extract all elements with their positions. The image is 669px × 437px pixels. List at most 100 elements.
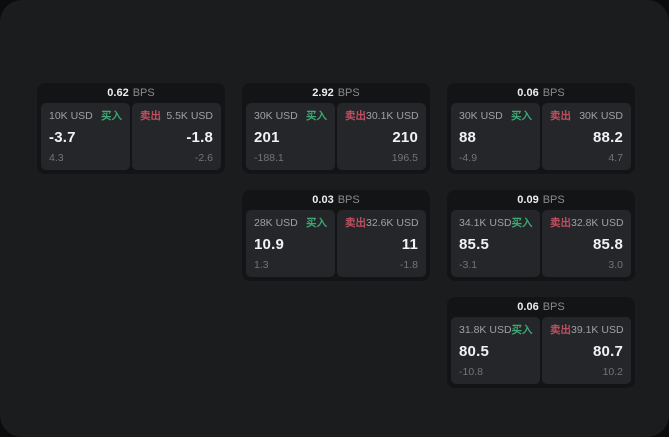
sell-side-label: 卖出 [345,217,366,229]
quotes-grid: 0.62 BPS 10K USD 买入 -3.7 4.3 卖出 5.5K USD [37,83,635,388]
sell-side-label: 卖出 [345,110,366,122]
buy-amount: 30K USD [459,110,503,122]
bps-unit-label: BPS [542,194,565,206]
bps-header: 0.09 BPS [451,190,631,210]
sell-amount: 32.8K USD [571,217,624,229]
bps-header: 0.06 BPS [451,297,631,317]
bps-value: 0.03 [312,194,334,206]
buy-panel[interactable]: 10K USD 买入 -3.7 4.3 [41,103,130,170]
bps-unit-label: BPS [542,301,565,313]
buy-top-row: 34.1K USD 买入 [459,217,533,230]
quote-card: 0.06 BPS 30K USD 买入 88 -4.9 卖出 30K USD [447,83,635,174]
buy-side-label: 买入 [511,324,533,336]
quote-panels: 31.8K USD 买入 80.5 -10.8 卖出 39.1K USD 80.… [451,317,631,384]
buy-side-label: 买入 [511,110,532,122]
bps-header: 2.92 BPS [246,83,426,103]
bps-value: 0.06 [517,301,539,313]
quote-card: 0.62 BPS 10K USD 买入 -3.7 4.3 卖出 5.5K USD [37,83,225,174]
buy-price: 201 [254,129,280,146]
bps-value: 0.62 [107,87,129,99]
buy-amount: 31.8K USD [459,324,512,336]
sell-price: 88.2 [593,129,623,146]
bps-header: 0.03 BPS [246,190,426,210]
bps-unit-label: BPS [542,87,565,99]
buy-top-row: 31.8K USD 买入 [459,324,533,337]
sell-price: 210 [392,129,418,146]
sell-amount: 5.5K USD [166,110,213,122]
sell-amount: 32.6K USD [366,217,419,229]
sell-side-label: 卖出 [140,110,161,122]
buy-amount: 10K USD [49,110,93,122]
sell-change: 3.0 [608,259,623,271]
sell-panel[interactable]: 卖出 5.5K USD -1.8 -2.6 [132,103,221,170]
quote-panels: 34.1K USD 买入 85.5 -3.1 卖出 32.8K USD 85.8… [451,210,631,277]
buy-side-label: 买入 [101,110,122,122]
sell-change: 4.7 [608,152,623,164]
buy-change: 4.3 [49,152,64,164]
buy-price: -3.7 [49,129,76,146]
buy-side-label: 买入 [306,110,327,122]
bps-value: 0.09 [517,194,539,206]
sell-side-label: 卖出 [550,324,571,336]
buy-price: 88 [459,129,477,146]
quote-panels: 10K USD 买入 -3.7 4.3 卖出 5.5K USD -1.8 -2.… [41,103,221,170]
sell-amount: 30K USD [579,110,623,122]
buy-top-row: 10K USD 买入 [49,110,122,123]
buy-panel[interactable]: 30K USD 买入 88 -4.9 [451,103,540,170]
sell-top-row: 卖出 39.1K USD [550,324,624,337]
bps-value: 2.92 [312,87,334,99]
buy-panel[interactable]: 34.1K USD 买入 85.5 -3.1 [451,210,540,277]
sell-amount: 30.1K USD [366,110,419,122]
sell-side-label: 卖出 [550,217,571,229]
bps-header: 0.06 BPS [451,83,631,103]
sell-change: 196.5 [391,152,418,164]
quote-card: 0.06 BPS 31.8K USD 买入 80.5 -10.8 卖出 39.1… [447,297,635,388]
quote-card: 0.03 BPS 28K USD 买入 10.9 1.3 卖出 32.6K US… [242,190,430,281]
buy-top-row: 30K USD 买入 [254,110,327,123]
bps-unit-label: BPS [337,194,360,206]
buy-side-label: 买入 [511,217,533,229]
sell-panel[interactable]: 卖出 32.6K USD 11 -1.8 [337,210,426,277]
buy-top-row: 28K USD 买入 [254,217,327,230]
buy-panel[interactable]: 30K USD 买入 201 -188.1 [246,103,335,170]
buy-amount: 28K USD [254,217,298,229]
quote-card: 0.09 BPS 34.1K USD 买入 85.5 -3.1 卖出 32.8K… [447,190,635,281]
sell-change: 10.2 [602,366,623,378]
sell-top-row: 卖出 5.5K USD [140,110,213,123]
bps-value: 0.06 [517,87,539,99]
sell-panel[interactable]: 卖出 30.1K USD 210 196.5 [337,103,426,170]
buy-price: 10.9 [254,236,284,253]
buy-top-row: 30K USD 买入 [459,110,532,123]
buy-change: -10.8 [459,366,483,378]
sell-top-row: 卖出 30.1K USD [345,110,419,123]
sell-panel[interactable]: 卖出 32.8K USD 85.8 3.0 [542,210,631,277]
buy-change: -188.1 [254,152,284,164]
sell-amount: 39.1K USD [571,324,624,336]
quote-panels: 30K USD 买入 201 -188.1 卖出 30.1K USD 210 1… [246,103,426,170]
sell-price: -1.8 [186,129,213,146]
sell-change: -2.6 [194,152,213,164]
sell-top-row: 卖出 32.6K USD [345,217,419,230]
sell-price: 11 [401,236,418,253]
sell-side-label: 卖出 [550,110,571,122]
bps-unit-label: BPS [337,87,360,99]
buy-price: 85.5 [459,236,489,253]
buy-amount: 34.1K USD [459,217,512,229]
quote-panels: 30K USD 买入 88 -4.9 卖出 30K USD 88.2 4.7 [451,103,631,170]
buy-change: 1.3 [254,259,269,271]
buy-panel[interactable]: 28K USD 买入 10.9 1.3 [246,210,335,277]
bps-unit-label: BPS [132,87,155,99]
sell-panel[interactable]: 卖出 39.1K USD 80.7 10.2 [542,317,631,384]
buy-change: -4.9 [459,152,478,164]
sell-change: -1.8 [399,259,418,271]
sell-price: 80.7 [593,343,623,360]
sell-top-row: 卖出 32.8K USD [550,217,624,230]
sell-top-row: 卖出 30K USD [550,110,623,123]
bps-header: 0.62 BPS [41,83,221,103]
sell-panel[interactable]: 卖出 30K USD 88.2 4.7 [542,103,631,170]
buy-panel[interactable]: 31.8K USD 买入 80.5 -10.8 [451,317,540,384]
sell-price: 85.8 [593,236,623,253]
buy-change: -3.1 [459,259,478,271]
quote-panels: 28K USD 买入 10.9 1.3 卖出 32.6K USD 11 -1.8 [246,210,426,277]
